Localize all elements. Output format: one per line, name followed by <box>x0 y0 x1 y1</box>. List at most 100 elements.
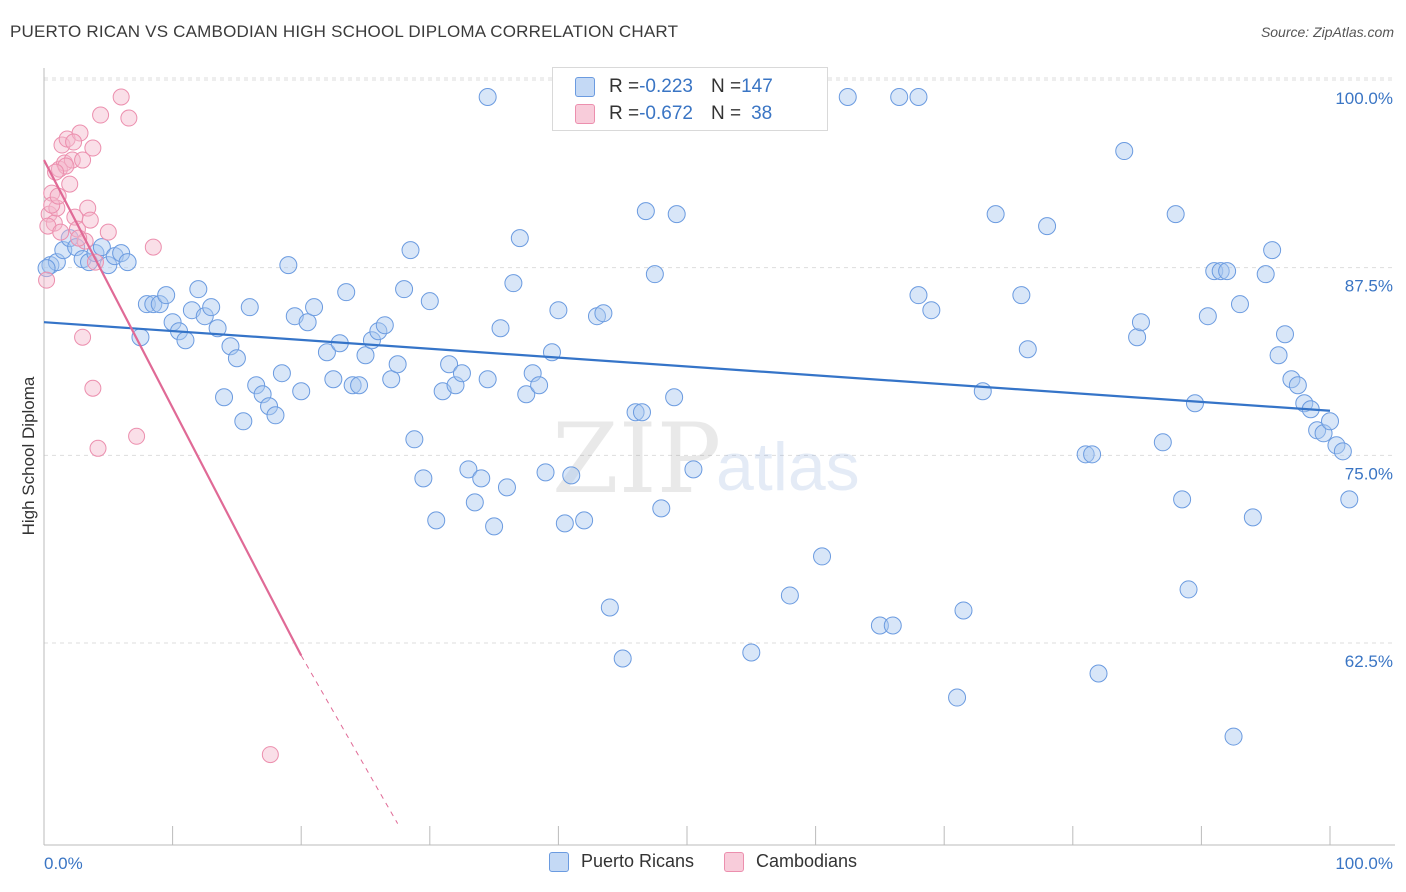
data-point-puerto-rican <box>1128 328 1147 347</box>
data-point-puerto-rican <box>909 88 928 106</box>
data-point-puerto-rican <box>1153 433 1172 452</box>
data-point-puerto-rican <box>1089 664 1108 683</box>
data-point-puerto-rican <box>909 286 928 305</box>
data-point-cambodian <box>52 223 70 241</box>
data-point-puerto-rican <box>405 430 424 449</box>
watermark-zip: ZIP <box>552 403 721 515</box>
data-point-puerto-rican <box>279 256 298 275</box>
data-point-puerto-rican <box>562 466 581 485</box>
data-point-puerto-rican <box>324 370 343 389</box>
data-point-puerto-rican <box>266 406 285 425</box>
data-point-cambodian <box>84 139 102 157</box>
r-label: R = <box>609 76 640 97</box>
data-point-puerto-rican <box>1263 241 1282 260</box>
data-point-puerto-rican <box>92 238 111 257</box>
data-point-puerto-rican <box>1131 313 1150 332</box>
y-axis-label: High School Diploma <box>19 376 38 535</box>
data-point-cambodian <box>57 157 75 175</box>
legend-item-cambodians[interactable]: Cambodians <box>724 851 857 872</box>
data-point-puerto-rican <box>684 460 703 479</box>
data-point-puerto-rican <box>1076 445 1095 464</box>
data-point-puerto-rican <box>478 88 497 106</box>
data-point-puerto-rican <box>459 460 478 479</box>
data-point-puerto-rican <box>157 286 176 305</box>
data-point-puerto-rican <box>632 403 651 422</box>
legend-label: Cambodians <box>756 851 858 871</box>
data-point-puerto-rican <box>1012 286 1031 305</box>
data-point-cambodian <box>89 439 107 457</box>
data-point-puerto-rican <box>645 265 664 284</box>
data-point-puerto-rican <box>948 688 967 707</box>
data-point-puerto-rican <box>208 319 227 338</box>
data-point-puerto-rican <box>343 376 362 395</box>
data-point-cambodian <box>38 271 56 289</box>
data-point-puerto-rican <box>600 598 619 617</box>
r-value: -0.223 <box>639 76 693 97</box>
data-point-cambodian <box>84 379 102 397</box>
data-point-puerto-rican <box>510 229 529 248</box>
axes <box>43 68 1395 846</box>
data-point-puerto-rican <box>420 292 439 311</box>
data-point-puerto-rican <box>491 319 510 338</box>
data-point-puerto-rican <box>144 295 163 314</box>
data-point-puerto-rican <box>636 202 655 221</box>
r-value: -0.672 <box>639 103 693 124</box>
stats-row-puerto-ricans: R = -0.223 N = 147 <box>575 75 773 99</box>
data-point-puerto-rican <box>1321 412 1339 431</box>
data-point-puerto-rican <box>1256 265 1275 284</box>
data-point-puerto-rican <box>195 307 214 326</box>
data-point-puerto-rican <box>272 364 291 383</box>
legend-item-puerto-ricans[interactable]: Puerto Ricans <box>548 851 694 872</box>
n-label: N = <box>710 76 742 97</box>
data-point-puerto-rican <box>292 382 311 401</box>
x-tick-label: 0.0% <box>44 854 83 873</box>
data-point-puerto-rican <box>202 298 221 317</box>
data-point-cambodian <box>74 328 92 346</box>
data-point-puerto-rican <box>1218 262 1237 281</box>
data-point-cambodian <box>261 746 279 764</box>
data-point-puerto-rican <box>1288 376 1307 395</box>
y-tick-label: 75.0% <box>1345 464 1393 483</box>
data-point-puerto-rican <box>375 316 394 335</box>
data-point-puerto-rican <box>298 313 317 332</box>
gridlines <box>44 77 1395 644</box>
trend-line-cambodians-extrapolated <box>300 655 399 824</box>
legend-label: Puerto Ricans <box>580 851 694 871</box>
data-point-puerto-rican <box>1173 490 1192 509</box>
data-point-puerto-rican <box>780 586 799 605</box>
x-tick-label: 100.0% <box>1335 854 1393 873</box>
data-point-puerto-rican <box>247 376 266 395</box>
data-point-cambodian <box>63 151 81 169</box>
data-point-puerto-rican <box>1275 325 1294 344</box>
data-point-puerto-rican <box>1230 295 1249 314</box>
stats-legend: R = -0.223 N = 147 R = -0.672 N = 38 <box>552 67 828 131</box>
data-point-puerto-rican <box>1243 508 1262 527</box>
data-point-puerto-rican <box>613 649 632 668</box>
n-value: 38 <box>751 103 773 124</box>
data-point-puerto-rican <box>240 298 259 317</box>
data-point-cambodian <box>128 427 146 445</box>
y-tick-label: 62.5% <box>1345 652 1393 671</box>
data-point-cambodian <box>144 238 162 256</box>
data-point-puerto-rican <box>870 616 889 635</box>
data-point-puerto-rican <box>440 355 459 374</box>
watermark: ZIP atlas <box>552 403 860 515</box>
data-point-puerto-rican <box>112 244 131 263</box>
data-point-puerto-rican <box>813 547 832 566</box>
data-point-puerto-rican <box>317 343 336 362</box>
data-point-puerto-rican <box>1038 217 1057 236</box>
data-point-puerto-rican <box>99 256 118 275</box>
y-tick-label: 100.0% <box>1335 89 1393 108</box>
data-point-puerto-rican <box>652 499 671 518</box>
data-point-puerto-rican <box>626 403 645 422</box>
data-point-puerto-rican <box>594 304 613 323</box>
data-point-puerto-rican <box>150 295 169 314</box>
data-point-puerto-rican <box>1179 580 1198 599</box>
data-point-puerto-rican <box>575 511 594 530</box>
tick-labels: 100.0% 87.5% 75.0% 62.5% 0.0% 100.0% <box>44 89 1393 873</box>
data-point-puerto-rican <box>1224 727 1243 746</box>
data-point-puerto-rican <box>388 355 407 374</box>
data-point-cambodian <box>74 151 92 169</box>
data-point-puerto-rican <box>176 331 195 350</box>
data-point-puerto-rican <box>1018 340 1037 359</box>
